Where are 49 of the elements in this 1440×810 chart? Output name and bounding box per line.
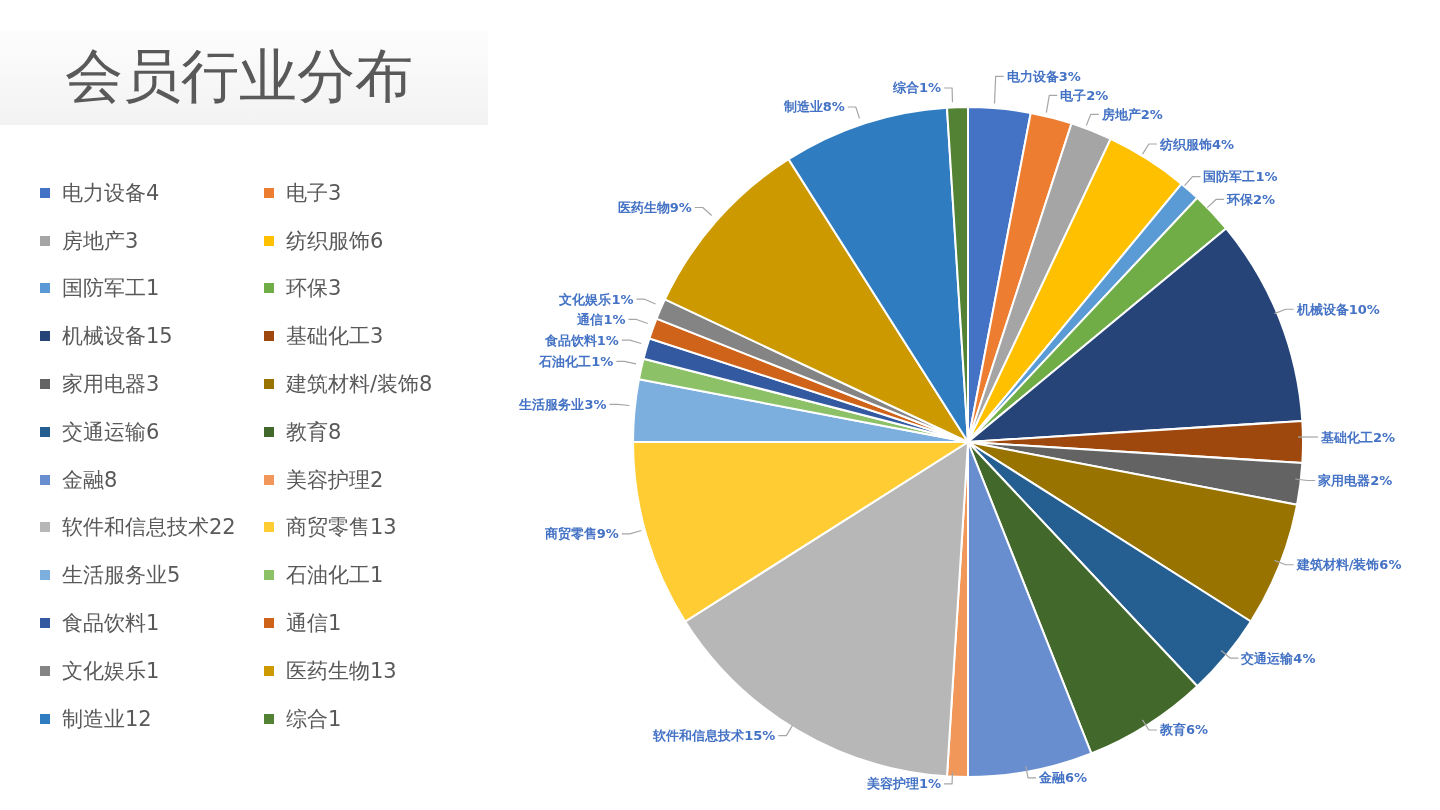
legend-label: 电子3: [286, 179, 342, 207]
data-label: 软件和信息技术15%: [652, 728, 776, 744]
legend-label: 教育8: [286, 418, 342, 446]
legend-label: 家用电器3: [62, 371, 160, 399]
legend-label: 美容护理2: [286, 466, 384, 494]
data-label: 电力设备3%: [1006, 68, 1081, 84]
data-label: 商贸零售9%: [543, 526, 619, 542]
legend-label: 纺织服饰6: [286, 227, 384, 255]
data-label: 机械设备10%: [1295, 301, 1380, 317]
data-label: 交通运输4%: [1240, 650, 1316, 666]
legend-label: 生活服务业5: [62, 562, 181, 590]
data-label: 教育6%: [1158, 722, 1209, 738]
legend-label: 金融8: [62, 466, 118, 494]
legend-label: 石油化工1: [286, 562, 384, 590]
data-label: 金融6%: [1038, 770, 1088, 786]
legend-label: 机械设备15: [62, 323, 173, 351]
legend-label: 医药生物13: [286, 657, 397, 685]
data-label: 制造业8%: [782, 99, 845, 115]
data-label: 电子2%: [1060, 87, 1109, 103]
legend-label: 交通运输6: [62, 418, 160, 446]
data-label: 石油化工1%: [538, 353, 614, 369]
data-label: 基础化工2%: [1320, 429, 1396, 445]
data-label: 文化娱乐1%: [558, 291, 634, 307]
legend-label: 商贸零售13: [286, 514, 397, 542]
legend-label: 制造业12: [62, 705, 152, 733]
legend-label: 软件和信息技术22: [62, 514, 236, 542]
legend-label: 房地产3: [62, 227, 139, 255]
data-label: 纺织服饰4%: [1158, 136, 1235, 152]
data-label: 房地产2%: [1100, 106, 1163, 122]
legend-label: 综合1: [286, 705, 342, 733]
data-label: 家用电器2%: [1317, 472, 1393, 488]
legend-label: 通信1: [286, 610, 342, 638]
data-label: 环保2%: [1225, 191, 1276, 207]
data-label: 生活服务业3%: [518, 396, 607, 412]
data-label: 食品饮料1%: [543, 332, 619, 348]
legend-label: 电力设备4: [62, 179, 160, 207]
data-label: 建筑材料/装饰6%: [1295, 557, 1402, 573]
legend-label: 基础化工3: [286, 323, 384, 351]
legend-label: 国防军工1: [62, 275, 160, 303]
data-label: 综合1%: [892, 80, 942, 96]
data-label: 美容护理1%: [866, 776, 942, 792]
data-label: 医药生物9%: [617, 200, 692, 216]
chart-title: 会员行业分布: [65, 43, 413, 111]
legend-label: 食品饮料1: [62, 610, 160, 638]
legend-label: 环保3: [286, 275, 342, 303]
legend-label: 建筑材料/装饰8: [286, 371, 433, 399]
data-label: 国防军工1%: [1203, 169, 1278, 185]
legend-label: 文化娱乐1: [62, 657, 160, 685]
data-label: 通信1%: [576, 311, 626, 327]
